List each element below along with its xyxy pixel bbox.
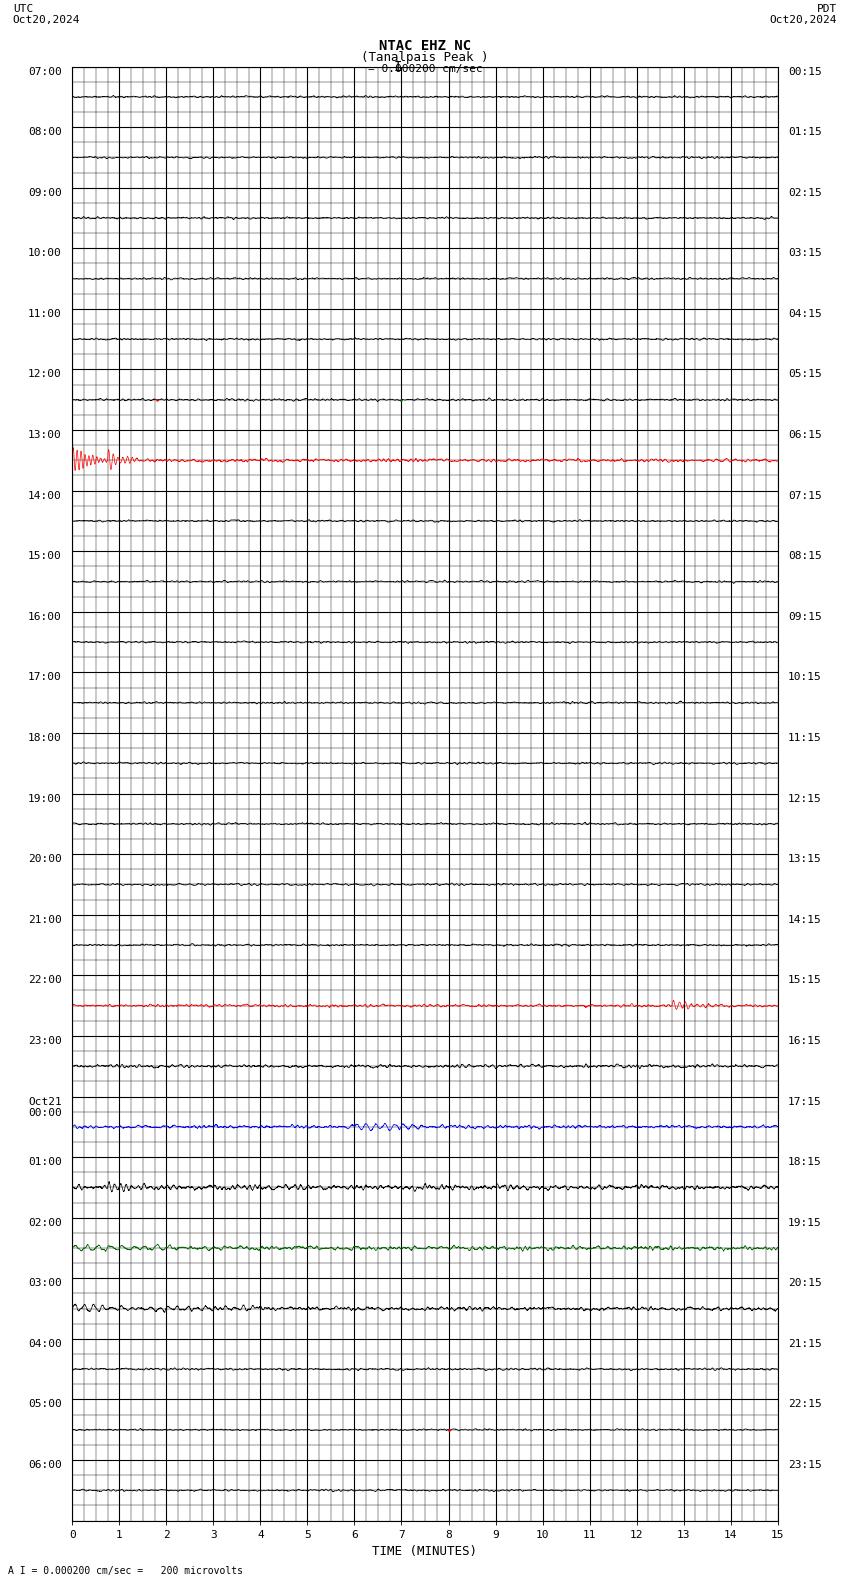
Text: 22:00: 22:00: [28, 976, 62, 985]
Text: 12:00: 12:00: [28, 369, 62, 380]
Text: 16:15: 16:15: [788, 1036, 822, 1045]
Text: Oct20,2024: Oct20,2024: [13, 14, 80, 25]
Text: 21:15: 21:15: [788, 1338, 822, 1350]
Text: 01:00: 01:00: [28, 1156, 62, 1167]
Text: PDT: PDT: [817, 3, 837, 14]
Text: (Tanalpais Peak ): (Tanalpais Peak ): [361, 51, 489, 63]
Text: NTAC EHZ NC: NTAC EHZ NC: [379, 40, 471, 52]
Text: 18:00: 18:00: [28, 733, 62, 743]
Text: 22:15: 22:15: [788, 1400, 822, 1410]
Text: 03:15: 03:15: [788, 249, 822, 258]
Text: 13:15: 13:15: [788, 854, 822, 865]
Text: 07:15: 07:15: [788, 491, 822, 501]
Text: 17:00: 17:00: [28, 672, 62, 683]
Text: 15:15: 15:15: [788, 976, 822, 985]
Text: I: I: [394, 60, 402, 73]
Text: 19:00: 19:00: [28, 794, 62, 803]
Text: 07:00: 07:00: [28, 67, 62, 76]
Text: 16:00: 16:00: [28, 611, 62, 623]
Text: 18:15: 18:15: [788, 1156, 822, 1167]
Text: 19:15: 19:15: [788, 1218, 822, 1228]
Text: 11:15: 11:15: [788, 733, 822, 743]
Text: UTC: UTC: [13, 3, 33, 14]
Text: 03:00: 03:00: [28, 1278, 62, 1288]
Text: 05:15: 05:15: [788, 369, 822, 380]
Text: 15:00: 15:00: [28, 551, 62, 561]
Text: 14:00: 14:00: [28, 491, 62, 501]
X-axis label: TIME (MINUTES): TIME (MINUTES): [372, 1546, 478, 1559]
Text: 10:15: 10:15: [788, 672, 822, 683]
Text: 06:00: 06:00: [28, 1460, 62, 1470]
Text: Oct21
00:00: Oct21 00:00: [28, 1096, 62, 1118]
Text: 05:00: 05:00: [28, 1400, 62, 1410]
Text: 13:00: 13:00: [28, 429, 62, 440]
Text: 21:00: 21:00: [28, 916, 62, 925]
Text: A I = 0.000200 cm/sec =   200 microvolts: A I = 0.000200 cm/sec = 200 microvolts: [8, 1567, 243, 1576]
Text: 08:15: 08:15: [788, 551, 822, 561]
Text: 08:00: 08:00: [28, 127, 62, 138]
Text: 17:15: 17:15: [788, 1096, 822, 1107]
Text: 14:15: 14:15: [788, 916, 822, 925]
Text: 10:00: 10:00: [28, 249, 62, 258]
Text: 02:00: 02:00: [28, 1218, 62, 1228]
Text: Oct20,2024: Oct20,2024: [770, 14, 837, 25]
Text: 20:00: 20:00: [28, 854, 62, 865]
Text: 00:15: 00:15: [788, 67, 822, 76]
Text: 02:15: 02:15: [788, 187, 822, 198]
Text: 09:15: 09:15: [788, 611, 822, 623]
Text: 12:15: 12:15: [788, 794, 822, 803]
Text: 11:00: 11:00: [28, 309, 62, 318]
Text: = 0.000200 cm/sec: = 0.000200 cm/sec: [367, 65, 483, 74]
Text: 04:15: 04:15: [788, 309, 822, 318]
Text: 09:00: 09:00: [28, 187, 62, 198]
Text: 06:15: 06:15: [788, 429, 822, 440]
Text: 23:15: 23:15: [788, 1460, 822, 1470]
Text: 23:00: 23:00: [28, 1036, 62, 1045]
Text: 04:00: 04:00: [28, 1338, 62, 1350]
Text: 20:15: 20:15: [788, 1278, 822, 1288]
Text: 01:15: 01:15: [788, 127, 822, 138]
